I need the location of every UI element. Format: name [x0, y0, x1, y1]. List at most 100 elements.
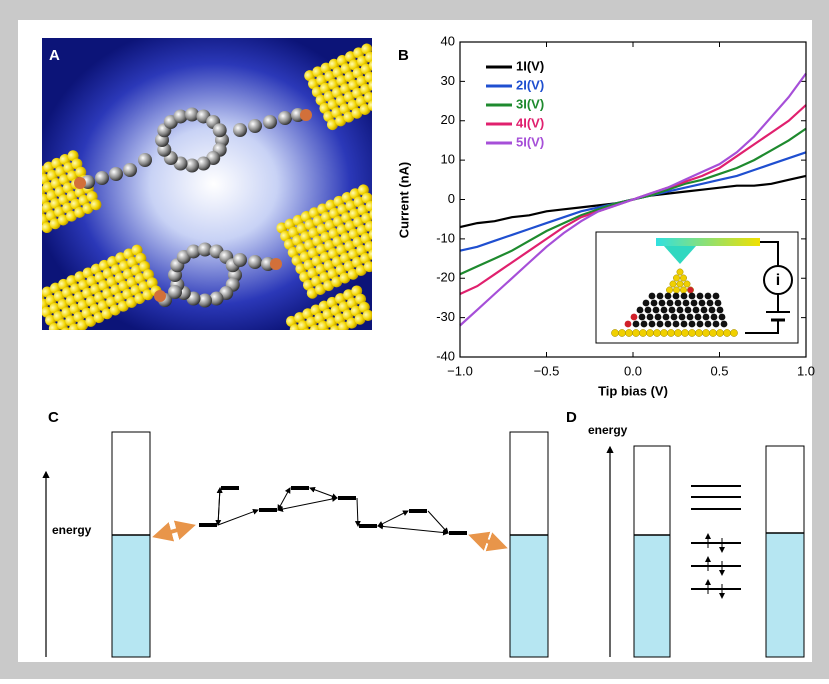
- gold-atom: [351, 285, 363, 297]
- gold-atom: [360, 63, 372, 75]
- gold-atom: [42, 222, 53, 234]
- gold-atom: [82, 267, 94, 279]
- molecule-atom: [680, 292, 688, 300]
- gold-atom: [338, 301, 350, 313]
- gold-cluster: [304, 43, 372, 131]
- sulfur-atom: [154, 290, 166, 302]
- gold-atom: [336, 224, 348, 236]
- gold-atom: [135, 252, 147, 264]
- gold-atom: [340, 232, 352, 244]
- panel-d: energy: [588, 423, 805, 658]
- panel-label: A: [49, 47, 60, 64]
- gold-atom: [332, 66, 344, 78]
- electrode: [111, 431, 151, 658]
- gold-atom: [316, 223, 328, 235]
- gold-atom: [332, 236, 344, 248]
- gold-atom: [348, 79, 360, 91]
- gold-atom: [295, 243, 307, 255]
- gold-atom: [42, 205, 45, 217]
- gold-atom: [292, 214, 304, 226]
- gold-atom: [323, 110, 335, 122]
- gold-atom: [51, 157, 63, 169]
- gold-atom: [329, 207, 341, 219]
- gold-atom: [57, 319, 69, 330]
- gold-atom: [42, 185, 46, 197]
- gold-atom: [331, 256, 343, 268]
- gold-atom: [360, 83, 372, 95]
- data-line: [459, 72, 807, 327]
- molecule-atom: [700, 306, 708, 314]
- gold-atom: [276, 222, 288, 234]
- molecule-bead: [248, 255, 262, 269]
- legend-label: 4I(V): [516, 115, 544, 130]
- panel-label: B: [398, 47, 409, 64]
- gold-atom: [82, 203, 94, 215]
- gold-atom: [307, 78, 319, 90]
- electrode-fill: [112, 535, 150, 657]
- gold-atom: [336, 75, 348, 87]
- gold-cluster: [42, 244, 162, 330]
- electrode: [765, 445, 805, 658]
- tip-atom: [676, 280, 684, 288]
- panel-c: energy: [42, 431, 549, 658]
- gold-atom: [355, 264, 367, 276]
- level: [221, 486, 239, 490]
- y-tick-label: -10: [436, 230, 455, 245]
- gold-atom: [349, 208, 361, 220]
- x-tick-label: −1.0: [447, 363, 473, 378]
- electrode-fill: [634, 535, 670, 657]
- molecule-atom: [682, 299, 690, 307]
- gold-atom: [297, 320, 309, 330]
- gold-atom: [122, 268, 134, 280]
- hopping-arrow: [377, 510, 409, 527]
- gold-atom: [319, 271, 331, 283]
- gold-atom: [53, 310, 65, 322]
- molecule-atom: [664, 320, 672, 328]
- gold-atom: [357, 184, 369, 196]
- molecule-atom: [672, 292, 680, 300]
- molecule-bead: [173, 109, 188, 124]
- molecule-atom: [692, 306, 700, 314]
- gold-atom: [339, 272, 351, 284]
- gold-atom: [78, 279, 90, 291]
- gold-atom: [58, 278, 70, 290]
- molecule-bead: [138, 153, 152, 167]
- x-axis-label: Tip bias (V): [598, 383, 668, 398]
- gold-atom: [85, 315, 97, 327]
- molecule-bead: [109, 167, 123, 181]
- gold-atom: [324, 219, 336, 231]
- gold-atom: [360, 252, 372, 264]
- gold-atom: [310, 304, 322, 316]
- gold-atom: [368, 80, 372, 92]
- gold-atom: [57, 299, 69, 311]
- gold-atom: [126, 276, 138, 288]
- gold-atom: [45, 294, 57, 306]
- gold-atom: [316, 74, 328, 86]
- gold-atom: [138, 281, 150, 293]
- gold-atom: [74, 206, 86, 218]
- gold-atom: [368, 59, 372, 71]
- gold-atom: [320, 231, 332, 243]
- gold-atom: [126, 296, 138, 308]
- gold-atom: [348, 248, 360, 260]
- gold-atom: [119, 260, 131, 272]
- gold-atom: [114, 272, 126, 284]
- level: [409, 509, 427, 513]
- gold-atom: [349, 188, 361, 200]
- gold-atom: [356, 75, 368, 87]
- gold-atom: [359, 103, 371, 115]
- legend-label: 5I(V): [516, 134, 544, 149]
- y-tick-label: -20: [436, 270, 455, 285]
- substrate-atom: [716, 329, 724, 337]
- molecule-atom: [630, 313, 638, 321]
- gold-atom: [318, 320, 330, 330]
- molecule-atom: [688, 320, 696, 328]
- tip-atom: [683, 280, 691, 288]
- molecule-atom: [652, 306, 660, 314]
- gold-atom: [142, 269, 154, 281]
- gold-atom: [352, 236, 364, 248]
- molecule-bead: [123, 163, 137, 177]
- gold-atom: [78, 194, 90, 206]
